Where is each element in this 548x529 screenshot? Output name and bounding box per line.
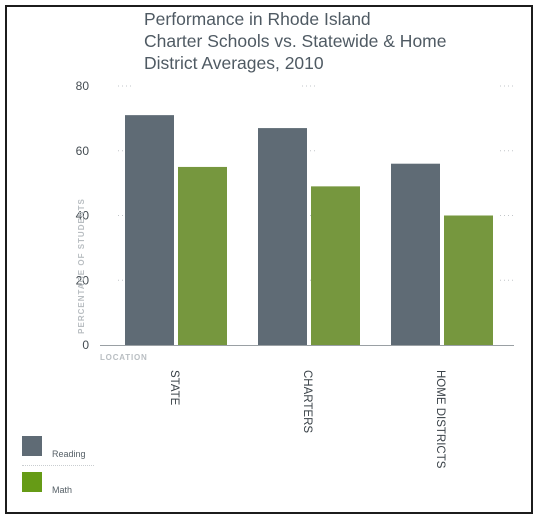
- legend-swatch-math: [22, 472, 42, 492]
- legend-label-math: Math: [52, 485, 73, 495]
- legend-swatch-reading: [22, 436, 42, 456]
- x-category-label: CHARTERS: [301, 370, 313, 433]
- chart-title-line-2: Charter Schools vs. Statewide & Home: [144, 31, 447, 51]
- bar-reading-charters: [258, 128, 307, 345]
- bar-math-home-districts: [444, 215, 493, 345]
- x-category-label: HOME DISTRICTS: [434, 370, 446, 469]
- x-axis-label: LOCATION: [100, 353, 148, 362]
- x-category-label: STATE: [168, 370, 180, 406]
- bar-reading-home-districts: [391, 163, 440, 345]
- chart-title-line-3: District Averages, 2010: [144, 53, 324, 73]
- chart-title: Performance in Rhode Island Charter Scho…: [144, 8, 524, 74]
- chart-title-line-1: Performance in Rhode Island: [144, 9, 371, 29]
- bar-math-state: [178, 166, 227, 345]
- bar-reading-state: [125, 115, 174, 345]
- legend-divider: [22, 465, 94, 466]
- y-tick-label: 20: [76, 273, 90, 287]
- y-tick-label: 80: [76, 79, 90, 93]
- y-tick-label: 60: [76, 144, 90, 158]
- y-axis-label: PERCENTAGE OF STUDENTS: [77, 198, 86, 334]
- bar-math-charters: [311, 186, 360, 345]
- y-tick-label: 40: [76, 209, 90, 223]
- legend-label-reading: Reading: [52, 449, 86, 459]
- y-tick-label: 0: [82, 338, 89, 352]
